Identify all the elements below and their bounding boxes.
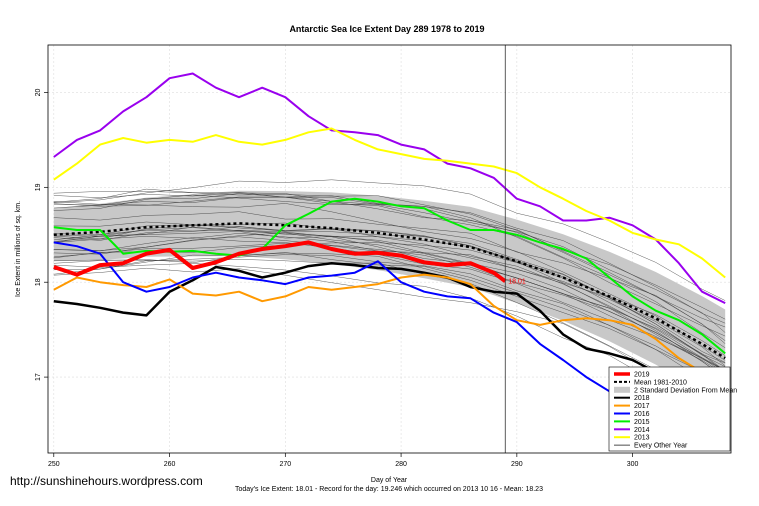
other-year-line	[53, 195, 726, 337]
series-line-2018	[53, 261, 726, 421]
x-tick-label: 260	[164, 461, 176, 468]
x-axis-ticks: 250 260 270 280 290 300	[48, 453, 639, 468]
x-tick-label: 290	[511, 461, 523, 468]
series-line-2014	[53, 72, 726, 304]
x-tick-label: 280	[395, 461, 407, 468]
x-axis-label: Day of Year	[371, 477, 408, 484]
legend-label: 2015	[634, 419, 650, 426]
other-years-lines	[53, 179, 726, 428]
legend-label: 2016	[634, 411, 650, 418]
series-line-2013	[53, 127, 726, 279]
legend-label: Mean 1981-2010	[634, 379, 687, 386]
other-year-line	[53, 179, 726, 301]
y-tick-label: 18	[35, 278, 42, 286]
other-year-line	[53, 188, 726, 333]
legend-label: Every Other Year	[634, 443, 688, 450]
x-tick-label: 270	[279, 461, 291, 468]
other-year-line	[53, 252, 726, 382]
legend-label: 2013	[634, 435, 650, 442]
legend-label: 2014	[634, 427, 650, 434]
y-tick-label: 17	[35, 373, 42, 381]
other-year-line	[53, 191, 726, 320]
plot-frame	[47, 44, 732, 454]
other-year-line	[53, 252, 726, 388]
series-lines	[53, 72, 726, 440]
footer-stats: Today's Ice Extent: 18.01 - Record for t…	[235, 486, 543, 493]
other-year-line	[53, 227, 726, 375]
y-axis-ticks: 17 18 19 20	[35, 88, 48, 381]
y-tick-label: 20	[35, 88, 42, 96]
x-tick-label: 250	[48, 461, 60, 468]
series-line-2017	[53, 273, 726, 388]
website-url: http://sunshinehours.wordpress.com	[10, 474, 203, 488]
x-tick-label: 300	[627, 461, 639, 468]
legend-swatch	[614, 386, 630, 393]
other-year-line	[53, 226, 726, 373]
legend-label: 2 Standard Deviation From Mean	[634, 387, 737, 394]
other-year-line	[53, 193, 726, 328]
other-year-line	[53, 196, 726, 349]
series-line-2019	[53, 240, 507, 283]
other-year-line	[53, 232, 726, 378]
other-year-line	[53, 211, 726, 341]
legend-label: 2019	[634, 372, 650, 379]
series-line-mean-1981-2010	[53, 222, 726, 360]
legend-label: 2017	[634, 403, 650, 410]
other-year-line	[53, 254, 726, 388]
legend-label: 2018	[634, 395, 650, 402]
other-year-line	[53, 237, 726, 374]
y-axis-label: Ice Extent in millions of sq. km.	[15, 201, 22, 297]
other-year-line	[53, 201, 726, 361]
other-year-line	[53, 229, 726, 379]
y-tick-label: 19	[35, 183, 42, 191]
current-value-label: 18.01	[508, 278, 526, 285]
chart-title: Antarctic Sea Ice Extent Day 289 1978 to…	[289, 24, 484, 34]
other-year-line	[53, 236, 726, 372]
